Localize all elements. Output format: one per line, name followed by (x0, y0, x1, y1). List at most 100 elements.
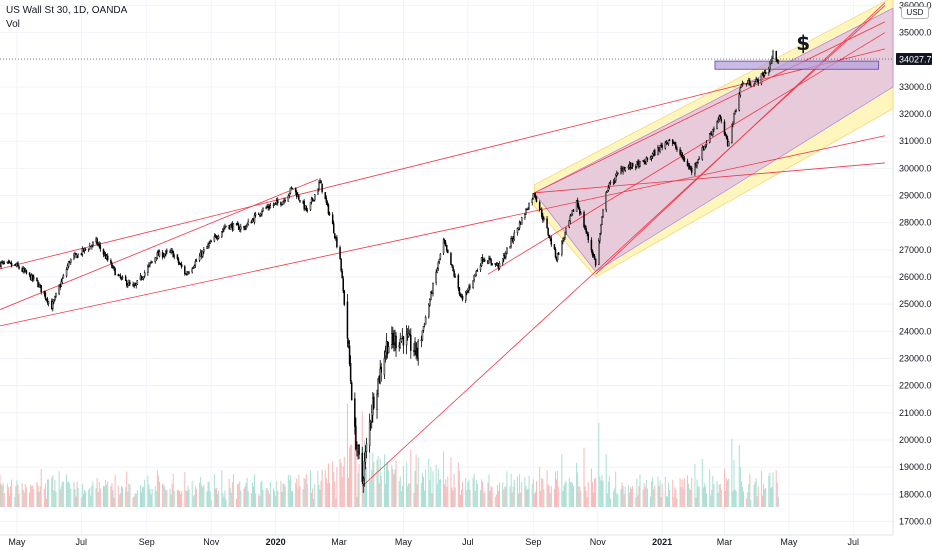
volume-bar (465, 477, 467, 507)
volume-bar (18, 494, 20, 507)
candle-body (605, 192, 607, 210)
candle-body (410, 334, 412, 351)
volume-bar (579, 486, 581, 507)
candle-body (339, 247, 341, 260)
volume-bar (503, 489, 505, 507)
volume-bar (106, 484, 108, 507)
candle-body (664, 142, 667, 149)
volume-bar (97, 492, 99, 507)
candle-body (675, 144, 677, 149)
candle-body (193, 265, 196, 269)
candle-body (601, 216, 603, 225)
candle-body (708, 133, 711, 143)
candle-body (738, 94, 741, 111)
candle-body (288, 193, 291, 196)
candle-body (194, 261, 197, 266)
volume-bar (38, 492, 40, 507)
candle-body (541, 209, 543, 217)
candle-body (318, 182, 320, 190)
volume-bar (741, 486, 743, 507)
candle-body (365, 443, 368, 452)
volume-bar (327, 463, 329, 507)
candle-body (221, 231, 223, 238)
candle-body (52, 301, 54, 309)
volume-bar (274, 491, 276, 507)
volume-bar (400, 491, 402, 507)
candle-body (432, 282, 434, 294)
volume-bar (710, 495, 712, 507)
volume-bar (553, 489, 555, 507)
volume-bar (203, 484, 205, 507)
volume-bar (657, 476, 659, 507)
candle-body (696, 162, 698, 167)
candle-body (764, 71, 767, 74)
candle-body (688, 165, 691, 169)
volume-bar (319, 489, 321, 507)
candle-body (735, 109, 737, 112)
volume-bar (373, 462, 375, 507)
volume-bar (77, 487, 79, 507)
candle-body (209, 241, 211, 244)
volume-bar (608, 475, 610, 507)
volume-bar (372, 452, 374, 507)
volume-bar (280, 480, 282, 507)
candle-body (132, 284, 134, 286)
candle-body (770, 60, 772, 64)
volume-bar (502, 482, 504, 507)
time-tick-label: 2020 (266, 537, 286, 547)
volume-bar (444, 484, 446, 507)
volume-bar (230, 492, 232, 507)
candle-body (320, 180, 322, 184)
time-axis[interactable]: May Jul Sep Nov 2020 Mar May Jul Sep Nov 2021 Mar Ma… (8, 537, 859, 547)
volume-bar (120, 485, 122, 507)
candle-body (631, 162, 634, 167)
volume-bar (21, 483, 23, 507)
volume-bar (343, 456, 345, 507)
volume-bar (728, 478, 730, 507)
volume-bar (431, 493, 433, 507)
volume-bar (228, 478, 230, 507)
candle-body (609, 181, 612, 184)
volume-bar (586, 497, 588, 507)
volume-bar (377, 455, 379, 507)
volume-bar (391, 464, 393, 507)
volume-bar (576, 462, 578, 507)
candle-body (443, 240, 446, 244)
candle-body (321, 183, 323, 193)
currency-button[interactable]: USD (901, 6, 929, 19)
candle-body (447, 249, 449, 254)
candle-body (287, 195, 290, 202)
volume-bar (213, 474, 215, 507)
volume-bar (504, 486, 506, 507)
volume-bar (546, 470, 548, 507)
volume-bar (702, 487, 704, 507)
candle-body (556, 252, 559, 261)
volume-bar (328, 482, 330, 507)
volume-bar (719, 483, 721, 507)
symbol-title[interactable]: US Wall St 30, 1D, OANDA (6, 5, 128, 16)
volume-bar (690, 489, 692, 507)
volume-bar (534, 491, 536, 507)
candle-series (0, 49, 780, 493)
time-tick-label: Sep (139, 537, 155, 547)
volume-bar (187, 485, 189, 507)
candle-body (387, 346, 390, 353)
volume-bar (292, 491, 294, 507)
time-tick-label: 2021 (652, 537, 672, 547)
volume-bar (490, 486, 492, 507)
candle-body (731, 123, 733, 143)
volume-bar (555, 471, 557, 507)
volume-bar (15, 486, 17, 507)
volume-bar (733, 459, 735, 507)
volume-indicator-label[interactable]: Vol (6, 19, 20, 30)
volume-bar (393, 474, 395, 507)
volume-bar (642, 489, 644, 507)
candle-body (350, 382, 353, 401)
candle-body (713, 128, 715, 130)
candle-body (428, 304, 430, 317)
candle-body (624, 167, 626, 171)
price-axis[interactable]: 17000.0 18000.0 19000.0 20000.0 21000.0 22000… (896, 0, 932, 526)
volume-bar (720, 489, 722, 507)
volume-bar (162, 483, 164, 507)
